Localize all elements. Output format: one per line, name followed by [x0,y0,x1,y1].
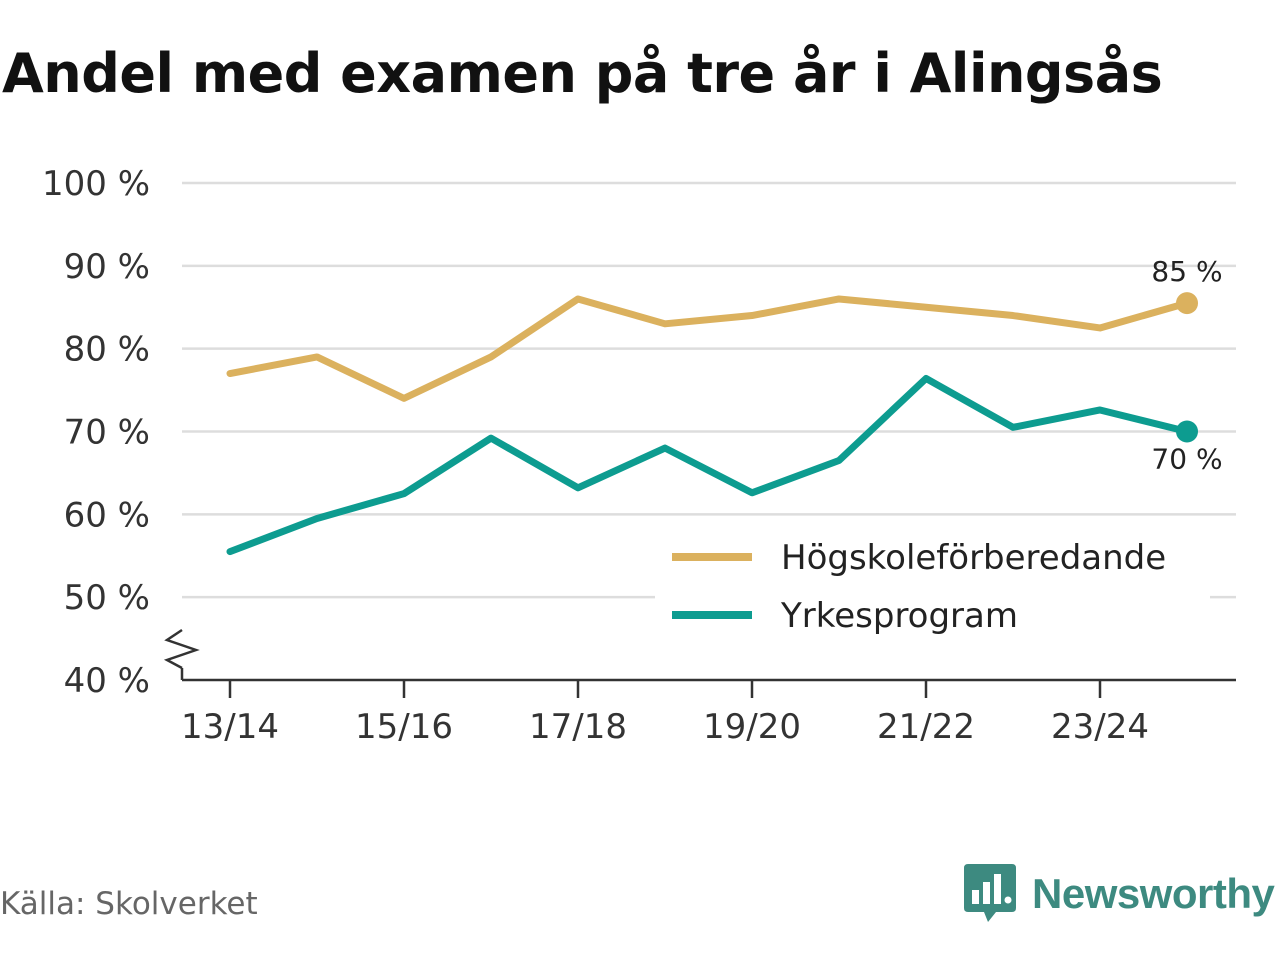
legend-label-2: Yrkesprogram [780,596,1018,636]
axis-break-icon [163,628,200,670]
y-tick-label: 100 % [42,164,150,204]
series-end-point-2 [1176,420,1198,443]
series-line-1 [226,295,1191,402]
x-tick-label: 21/22 [877,707,975,747]
y-tick-label: 50 % [64,578,150,618]
x-tick-label: 23/24 [1051,707,1149,747]
x-tick-label: 13/14 [181,707,279,747]
brand-logo[interactable]: Newsworthy [964,864,1275,924]
y-tick-label: 70 % [64,413,150,453]
y-tick-label: 80 % [64,330,150,370]
brand-name: Newsworthy [1032,870,1275,917]
chart-title: Andel med examen på tre år i Alingsås [2,42,1163,105]
series-end-point-1 [1176,292,1198,315]
end-value-label-1: 85 % [1151,255,1222,288]
source-text: Källa: Skolverket [0,886,258,922]
y-tick-label: 40 % [64,661,150,701]
x-tick-label: 17/18 [529,707,627,747]
series-line-2 [226,374,1191,556]
legend-label-1: Högskoleförberedande [781,538,1166,578]
x-tick-label: 19/20 [703,707,801,747]
end-value-label-2: 70 % [1151,443,1222,476]
y-tick-label: 90 % [64,247,150,287]
x-tick-label: 15/16 [355,707,453,747]
newsworthy-logo-icon [964,864,1016,922]
y-tick-label: 60 % [64,495,150,535]
